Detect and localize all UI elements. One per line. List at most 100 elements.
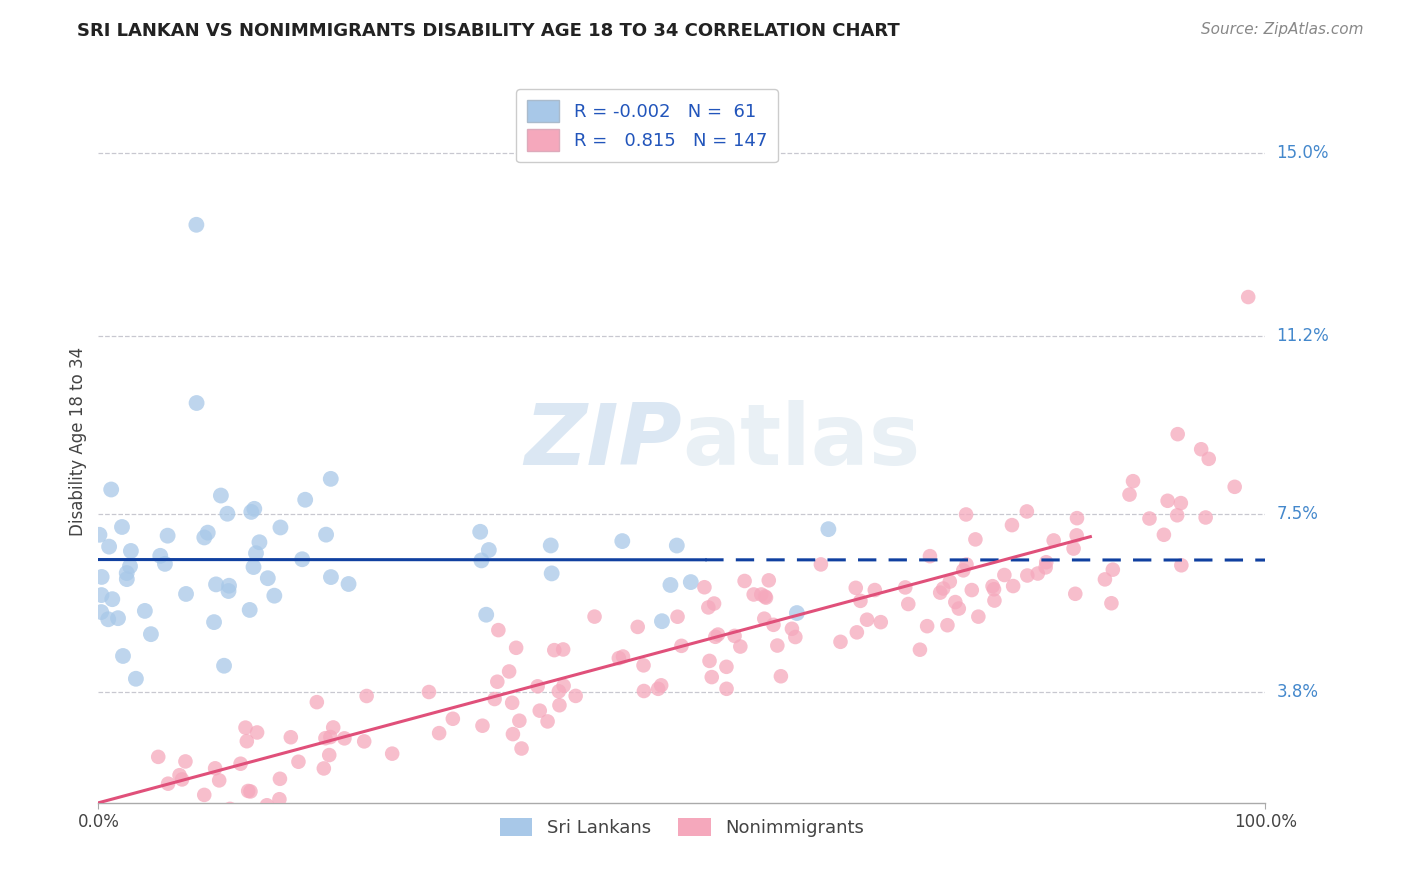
Point [381,747,404,761]
Point [965,533,987,547]
Point [651,614,673,628]
Point [547,684,569,698]
Point [766,639,789,653]
Point [612,649,634,664]
Point [755,591,778,605]
Point [502,727,524,741]
Point [1223,480,1246,494]
Point [202,615,225,629]
Point [785,630,807,644]
Point [536,714,558,729]
Point [96,830,118,844]
Point [174,755,197,769]
Point [960,583,983,598]
Point [856,613,879,627]
Point [193,788,215,802]
Point [242,560,264,574]
Point [723,629,745,643]
Point [208,773,231,788]
Point [817,522,839,536]
Point [218,579,240,593]
Point [1017,568,1039,582]
Point [322,721,344,735]
Point [869,615,891,629]
Point [134,604,156,618]
Point [607,651,630,665]
Point [319,472,342,486]
Point [633,684,655,698]
Point [540,539,562,553]
Point [742,587,765,601]
Text: 7.5%: 7.5% [1277,505,1319,523]
Point [209,489,232,503]
Point [101,592,124,607]
Point [142,815,165,830]
Point [148,750,170,764]
Y-axis label: Disability Age 18 to 34: Disability Age 18 to 34 [69,347,87,536]
Point [505,640,527,655]
Point [356,689,378,703]
Point [256,571,278,585]
Point [845,625,868,640]
Point [786,606,808,620]
Point [249,535,271,549]
Legend: Sri Lankans, Nonimmigrants: Sri Lankans, Nonimmigrants [492,811,872,845]
Point [730,640,752,654]
Point [1094,573,1116,587]
Point [666,609,689,624]
Point [157,777,180,791]
Point [1195,510,1218,524]
Text: 11.2%: 11.2% [1277,326,1329,344]
Point [1099,596,1122,610]
Point [149,549,172,563]
Point [762,617,785,632]
Point [333,731,356,746]
Point [716,681,738,696]
Point [120,544,142,558]
Point [204,761,226,775]
Point [470,524,492,539]
Point [427,726,450,740]
Point [90,605,112,619]
Point [981,579,1004,593]
Point [337,577,360,591]
Text: SRI LANKAN VS NONIMMIGRANTS DISABILITY AGE 18 TO 34 CORRELATION CHART: SRI LANKAN VS NONIMMIGRANTS DISABILITY A… [77,22,900,40]
Point [294,492,316,507]
Point [238,784,260,798]
Point [418,685,440,699]
Point [508,714,530,728]
Point [245,546,267,560]
Text: ZIP: ZIP [524,400,682,483]
Point [501,696,523,710]
Text: 3.8%: 3.8% [1277,683,1319,701]
Point [1042,533,1064,548]
Point [697,600,720,615]
Point [197,525,219,540]
Point [318,747,340,762]
Point [749,587,772,601]
Point [218,584,240,599]
Point [1198,451,1220,466]
Point [1166,508,1188,523]
Point [1170,496,1192,510]
Point [716,660,738,674]
Point [243,501,266,516]
Point [269,792,291,806]
Point [700,670,723,684]
Point [529,704,551,718]
Point [943,595,966,609]
Point [107,611,129,625]
Point [484,692,506,706]
Point [315,527,337,541]
Text: atlas: atlas [682,400,920,483]
Point [754,612,776,626]
Point [139,627,162,641]
Point [1066,511,1088,525]
Point [526,679,548,693]
Point [153,557,176,571]
Point [239,784,262,798]
Point [830,635,852,649]
Point [269,772,291,786]
Point [897,597,920,611]
Point [312,761,335,775]
